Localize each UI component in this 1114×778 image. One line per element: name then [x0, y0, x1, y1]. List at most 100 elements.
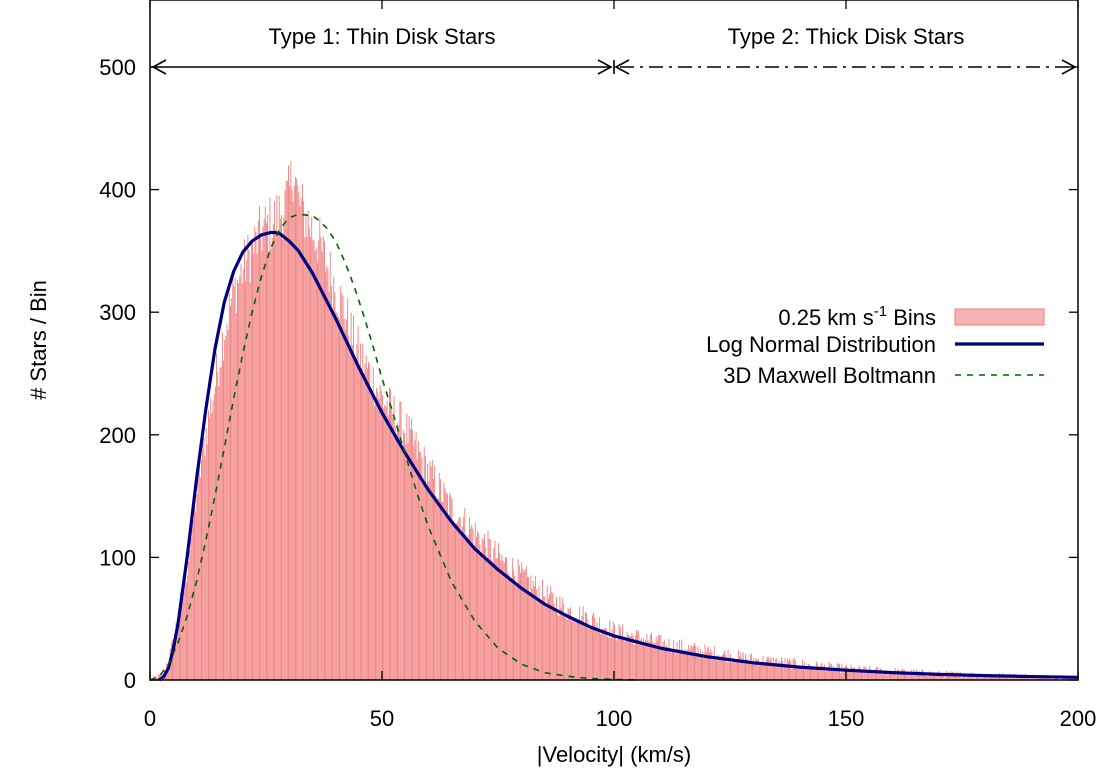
histogram-bar — [844, 666, 846, 680]
histogram-bar — [626, 631, 628, 680]
histogram-bar — [406, 413, 408, 680]
histogram-bar — [457, 520, 459, 680]
histogram-bar — [535, 576, 537, 680]
histogram-bar — [596, 622, 598, 680]
histogram-bar — [494, 540, 496, 680]
histogram-bar — [688, 644, 690, 680]
histogram-bar — [391, 405, 393, 680]
histogram-bar — [487, 530, 489, 680]
histogram-bar — [590, 625, 592, 680]
histogram-bar — [966, 674, 968, 680]
histogram-bar — [402, 430, 404, 680]
histogram-bar — [453, 524, 455, 680]
histogram-bar — [930, 674, 932, 680]
histogram-bar — [204, 456, 206, 680]
histogram-bar — [919, 670, 920, 680]
histogram-bar — [498, 542, 499, 680]
histogram-bar — [927, 676, 929, 680]
histogram-bar — [891, 672, 893, 680]
histogram-bar — [383, 407, 385, 680]
histogram-bar — [1007, 675, 1009, 680]
histogram-bar — [634, 635, 636, 680]
histogram-bar — [271, 237, 273, 680]
histogram-bar — [549, 594, 550, 680]
histogram-bar — [875, 668, 876, 680]
histogram-bar — [981, 676, 983, 680]
histogram-bar — [180, 592, 182, 680]
histogram-bar — [580, 624, 582, 680]
histogram-bar — [437, 498, 439, 680]
histogram-bar — [529, 593, 531, 680]
histogram-bar — [459, 517, 461, 680]
histogram-bar — [706, 647, 708, 680]
histogram-bar — [234, 277, 236, 680]
histogram-bar — [890, 671, 891, 680]
histogram-bar — [669, 648, 671, 680]
histogram-bar — [538, 585, 540, 680]
histogram-bar — [386, 400, 388, 680]
histogram-bar — [632, 635, 634, 680]
histogram-bar — [443, 482, 445, 680]
histogram-bar — [256, 253, 258, 681]
legend-swatch-bins — [954, 308, 1045, 326]
histogram-bar — [908, 673, 910, 680]
legend-label: 0.25 km s-1 Bins — [778, 303, 936, 330]
histogram-bar — [778, 661, 780, 680]
histogram-bar — [221, 332, 223, 680]
histogram-bar — [608, 637, 610, 680]
histogram-bar — [446, 494, 448, 680]
histogram-bar — [537, 601, 539, 680]
histogram-bar — [575, 620, 577, 680]
histogram-bar — [803, 666, 804, 680]
histogram-bar — [455, 528, 456, 680]
histogram-bar — [813, 668, 815, 680]
histogram-bar — [933, 674, 934, 680]
histogram-bar — [804, 662, 806, 680]
histogram-bar — [762, 655, 764, 680]
histogram-bar — [188, 561, 190, 680]
histogram-bar — [702, 651, 704, 680]
histogram-bar — [372, 367, 374, 680]
histogram-bar — [444, 487, 446, 680]
histogram-bar — [964, 674, 966, 680]
histogram-bar — [1022, 677, 1024, 680]
histogram-bar — [441, 501, 443, 680]
histogram-bar — [488, 538, 490, 680]
histogram-bar — [906, 673, 908, 680]
histogram-bar — [184, 569, 186, 680]
histogram-bar — [658, 635, 659, 680]
histogram-bar — [344, 329, 346, 680]
histogram-bar — [210, 397, 212, 680]
histogram-bar — [174, 634, 176, 680]
histogram-bar — [472, 528, 474, 680]
histogram-bar — [996, 676, 998, 680]
histogram-bar — [750, 653, 752, 680]
histogram-bar — [223, 360, 224, 680]
histogram-bar — [968, 677, 970, 680]
histogram-bar — [989, 676, 991, 680]
histogram-bar — [654, 643, 656, 680]
histogram-bar — [864, 666, 866, 680]
histogram-bar — [1000, 677, 1002, 680]
histogram-bar — [1026, 676, 1028, 680]
histogram-bar — [445, 492, 447, 680]
histogram-bar — [812, 666, 814, 680]
histogram-bar — [920, 672, 922, 680]
histogram-bar — [799, 667, 801, 680]
histogram-bar — [179, 612, 180, 680]
histogram-bar — [868, 673, 869, 680]
histogram-bar — [807, 663, 809, 680]
histogram-bar — [266, 223, 267, 680]
histogram-bar — [246, 260, 248, 680]
histogram-bar — [678, 640, 680, 680]
histogram-bar — [877, 666, 879, 680]
histogram-bar — [578, 619, 579, 680]
histogram-bar — [286, 180, 288, 680]
histogram-bar — [819, 670, 821, 680]
histogram-bar — [442, 501, 444, 680]
y-tick-label: 300 — [99, 300, 136, 325]
histogram-bar — [357, 326, 359, 680]
histogram-bar — [419, 451, 421, 680]
histogram-bar — [707, 647, 709, 680]
